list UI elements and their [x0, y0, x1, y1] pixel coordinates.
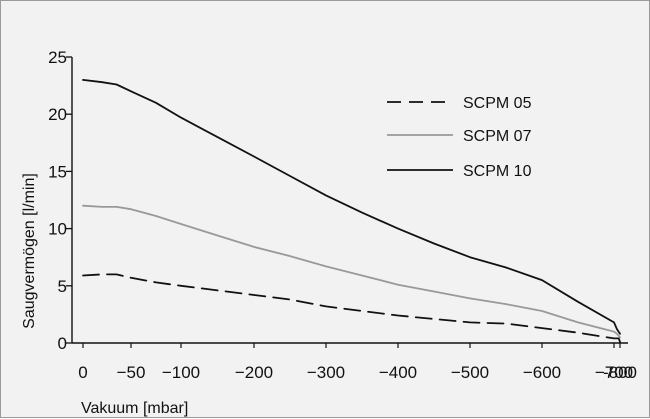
x-tick-label: −400	[379, 363, 417, 382]
series-line-scpm-07	[82, 204, 621, 339]
x-tick-label: −500	[451, 363, 489, 382]
axes	[66, 56, 628, 348]
y-tick-label: 15	[48, 162, 67, 181]
legend-label: SCPM 05	[463, 95, 532, 112]
legend-label: SCPM 07	[463, 128, 532, 145]
y-tick-label: 25	[48, 48, 67, 67]
x-tick-label: 0	[78, 363, 87, 382]
y-tick-label: 0	[58, 334, 67, 353]
y-tick-label: 5	[58, 277, 67, 296]
x-axis-title: Vakuum [mbar]	[81, 400, 188, 417]
y-tick-label: 10	[48, 220, 67, 239]
x-tick-label: −700	[595, 363, 633, 382]
y-tick-label: 20	[48, 105, 67, 124]
tick-labels: 0 5 10 15 20 25 0 −50 −100 −200 −300 −400 −500 −600 −7…	[48, 48, 637, 382]
legend: SCPM 05 SCPM 07 SCPM 10	[387, 95, 532, 180]
x-tick-label: −100	[162, 363, 200, 382]
legend-label: SCPM 10	[463, 163, 532, 180]
y-axis-title: Saugvermögen [l/min]	[21, 173, 38, 329]
x-tick-label: -800	[603, 363, 637, 382]
x-tick-label: −50	[117, 363, 146, 382]
x-tick-label: −200	[235, 363, 273, 382]
series-line-scpm-10	[82, 79, 621, 335]
x-tick-label: −600	[523, 363, 561, 382]
series-line-scpm-05	[82, 273, 621, 343]
series-lines	[82, 79, 621, 343]
x-tick-label: −300	[307, 363, 345, 382]
